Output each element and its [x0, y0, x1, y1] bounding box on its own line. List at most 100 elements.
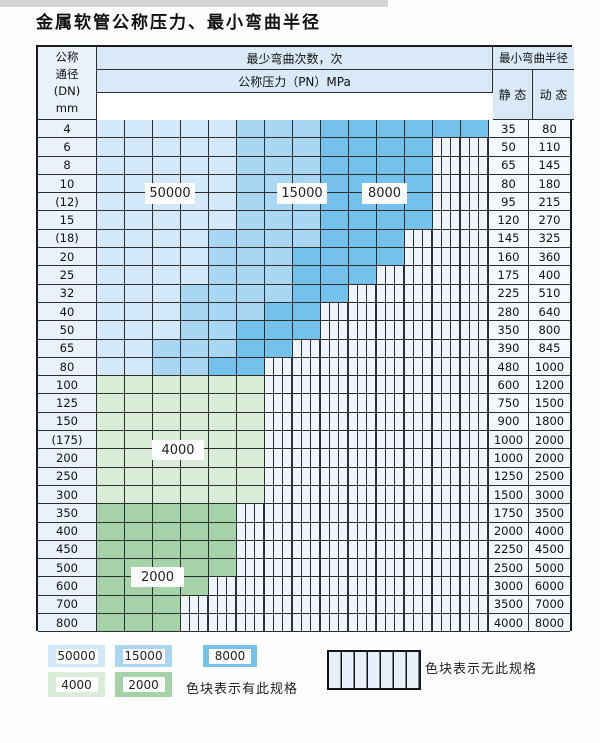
- no-spec-cell: [405, 302, 433, 322]
- dynamic-radius-cell: 4500: [529, 540, 570, 560]
- dynamic-radius-cell: 400: [529, 266, 570, 285]
- no-spec-cell: [349, 376, 377, 395]
- no-spec-cell: [321, 614, 349, 633]
- legend-swatch-15000: 15000: [115, 645, 172, 667]
- no-spec-cell: [265, 577, 293, 596]
- cycle-cell-8000: [321, 284, 349, 303]
- cycle-cell-8000: [377, 120, 405, 139]
- no-spec-cell: [321, 376, 349, 395]
- no-spec-cell: [349, 485, 377, 505]
- table-row: 15 120 270: [38, 211, 570, 230]
- cycle-cell-2000: [181, 504, 209, 523]
- cycle-cell-8000: [377, 229, 405, 249]
- static-radius-cell: 3500: [489, 595, 529, 615]
- cycle-cell-15000: [265, 248, 293, 267]
- cycle-cell-8000: [265, 321, 293, 340]
- no-spec-cell: [461, 540, 489, 560]
- page-title: 金属软管公称压力、最小弯曲半径: [36, 13, 321, 33]
- no-spec-cell: [461, 266, 489, 285]
- cycle-cell-15000: [181, 321, 209, 340]
- no-spec-cell: [321, 504, 349, 523]
- no-spec-cell: [349, 321, 377, 340]
- cycle-cell-4000: [209, 449, 237, 468]
- cycle-cell-8000: [237, 357, 265, 377]
- no-spec-cell: [321, 449, 349, 468]
- static-radius-cell: 1000: [489, 449, 529, 468]
- legend-swatch-8000: 8000: [203, 645, 257, 667]
- dn-cell: 250: [38, 467, 97, 486]
- no-spec-cell: [349, 339, 377, 358]
- dynamic-radius-cell: 180: [529, 174, 570, 194]
- cycle-cell-8000: [321, 138, 349, 157]
- dn-cell: 500: [38, 559, 97, 578]
- no-spec-cell: [433, 302, 461, 322]
- cycle-cell-2000: [97, 504, 125, 523]
- table-body: 4 35 80 6 50 110 8 65 145 10 80 180 (12) 95 215 15 120 27…: [38, 120, 570, 633]
- no-spec-cell: [405, 394, 433, 413]
- no-spec-cell: [265, 559, 293, 578]
- cycle-cell-4000: [125, 394, 153, 413]
- no-spec-cell: [377, 339, 405, 358]
- no-spec-cell: [433, 595, 461, 615]
- zone-label-2000: 2000: [131, 567, 184, 587]
- dn-cell: 15: [38, 211, 97, 230]
- no-spec-cell: [265, 595, 293, 615]
- no-spec-cell: [461, 449, 489, 468]
- corner-line: 公称: [55, 50, 79, 64]
- cycle-cell-2000: [209, 559, 237, 578]
- no-spec-cell: [349, 577, 377, 596]
- no-spec-cell: [433, 138, 461, 157]
- dynamic-radius-cell: 800: [529, 321, 570, 340]
- cycle-cell-50000: [153, 156, 181, 175]
- cycle-cell-50000: [97, 229, 125, 249]
- cycle-cell-15000: [209, 229, 237, 249]
- cycle-cell-2000: [125, 614, 153, 633]
- no-spec-cell: [461, 193, 489, 212]
- dn-cell: 100: [38, 376, 97, 395]
- no-spec-cell: [293, 431, 321, 450]
- cycle-cell-4000: [209, 485, 237, 505]
- cycle-cell-4000: [237, 412, 265, 432]
- no-spec-cell: [265, 540, 293, 560]
- cycle-cell-8000: [377, 248, 405, 267]
- cycle-cell-50000: [97, 138, 125, 157]
- table-row: 450 2250 4500: [38, 540, 570, 560]
- dn-cell: 80: [38, 357, 97, 377]
- no-spec-cell: [433, 614, 461, 633]
- legend-swatch-label: 4000: [55, 677, 98, 692]
- cycle-cell-4000: [237, 449, 265, 468]
- no-spec-cell: [433, 577, 461, 596]
- dn-cell: 10: [38, 174, 97, 194]
- cycle-cell-8000: [293, 266, 321, 285]
- no-spec-cell: [209, 614, 237, 633]
- no-spec-cell: [461, 229, 489, 249]
- cycle-cell-15000: [237, 284, 265, 303]
- no-spec-cell: [321, 522, 349, 541]
- no-spec-cell: [377, 302, 405, 322]
- dn-cell: 150: [38, 412, 97, 432]
- no-spec-cell: [433, 485, 461, 505]
- cycle-cell-4000: [125, 376, 153, 395]
- no-spec-cell: [377, 284, 405, 303]
- cycle-cell-15000: [237, 174, 265, 194]
- no-spec-cell: [405, 540, 433, 560]
- dynamic-radius-cell: 845: [529, 339, 570, 358]
- no-spec-cell: [405, 284, 433, 303]
- no-spec-cell: [377, 431, 405, 450]
- static-radius-cell: 900: [489, 412, 529, 432]
- cycle-cell-8000: [293, 284, 321, 303]
- cycle-cell-50000: [125, 156, 153, 175]
- zone-label-50000: 50000: [145, 183, 195, 204]
- no-spec-cell: [377, 614, 405, 633]
- no-spec-cell: [405, 357, 433, 377]
- dynamic-radius-cell: 8000: [529, 614, 570, 633]
- no-spec-cell: [293, 357, 321, 377]
- dynamic-radius-cell: 1500: [529, 394, 570, 413]
- cycle-cell-8000: [349, 229, 377, 249]
- cycle-cell-15000: [153, 357, 181, 377]
- no-spec-cell: [237, 504, 265, 523]
- cycle-cell-4000: [97, 485, 125, 505]
- static-radius-cell: 35: [489, 120, 529, 139]
- no-spec-cell: [293, 522, 321, 541]
- no-spec-cell: [321, 339, 349, 358]
